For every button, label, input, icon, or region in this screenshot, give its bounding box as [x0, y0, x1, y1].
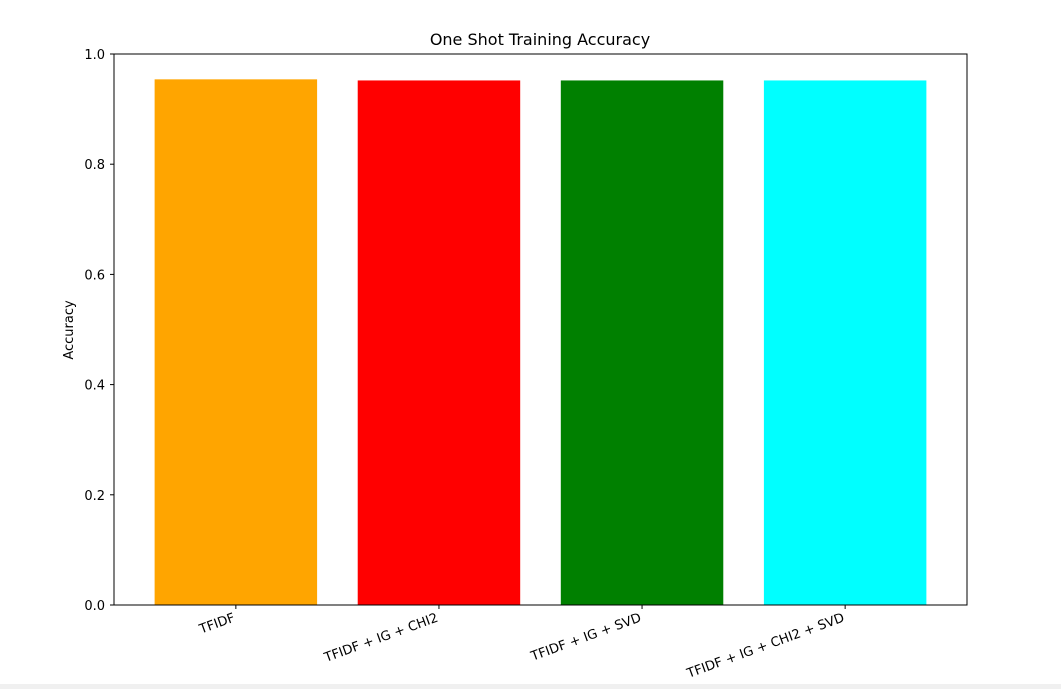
bar-0: [154, 79, 318, 605]
x-tick-label-0: TFIDF: [197, 611, 238, 638]
y-axis-label: Accuracy: [62, 300, 77, 360]
bottom-strip: [0, 684, 1061, 689]
plot-frame: [113, 53, 968, 606]
y-tick-label-3: 0.6: [84, 268, 105, 283]
y-tick-label-5: 1.0: [84, 48, 105, 63]
y-tick-label-4: 0.8: [84, 158, 105, 173]
x-tick-label-1: TFIDF + IG + CHI2: [322, 611, 441, 666]
bar-2: [560, 80, 724, 605]
bar-3: [763, 80, 927, 605]
y-tick-label-1: 0.2: [84, 489, 105, 504]
x-tick-label-3: TFIDF + IG + CHI2 + SVD: [684, 611, 846, 682]
y-tick-label-0: 0.0: [84, 599, 105, 614]
x-axis: TFIDF TFIDF + IG + CHI2 TFIDF + IG + SVD TF…: [197, 605, 847, 682]
bar-1: [357, 80, 521, 605]
x-tick-label-2: TFIDF + IG + SVD: [528, 611, 643, 665]
chart-title: One Shot Training Accuracy: [430, 30, 650, 49]
y-tick-label-2: 0.4: [84, 379, 105, 394]
bars-group: [154, 79, 927, 605]
y-axis: 0.0 0.2 0.4 0.6 0.8 1.0: [84, 48, 114, 614]
